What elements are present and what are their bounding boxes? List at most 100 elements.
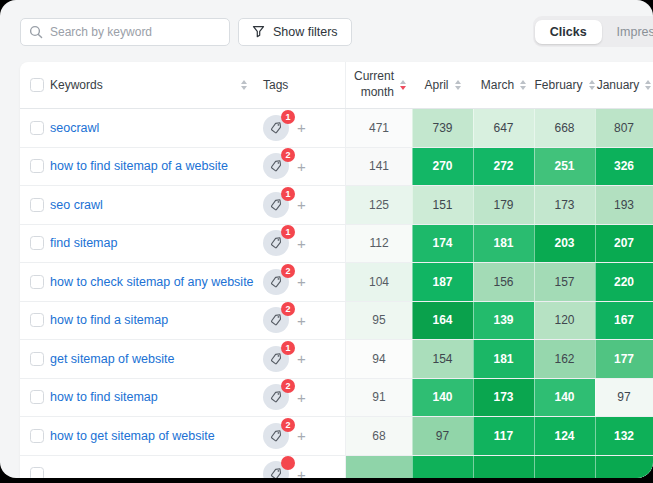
add-tag-button[interactable]: + [297,236,306,251]
month-cell: 207 [595,225,653,263]
month-cell: 179 [473,186,534,224]
row-checkbox-cell [20,456,50,479]
row-checkbox-cell [20,379,50,417]
keyword-link[interactable]: seo crawl [50,186,255,224]
row-checkbox[interactable] [30,313,44,327]
show-filters-button[interactable]: Show filters [238,18,352,46]
tags-cell: 1+ [255,109,345,147]
month-cell: 251 [534,148,595,186]
tag-button[interactable]: 2 [263,153,289,179]
current-month-cell: 104 [345,263,412,301]
month-cell: 739 [412,109,473,147]
toolbar: Show filters Clicks Impressions [0,0,653,47]
tag-button[interactable]: 1 [263,230,289,256]
keyword-link[interactable]: seocrawl [50,109,255,147]
month-cell: 140 [534,379,595,417]
tag-icon [269,275,283,289]
keyword-link[interactable]: get sitemap of website [50,340,255,378]
sort-current-month[interactable] [400,80,406,90]
row-checkbox-cell [20,263,50,301]
current-month-cell: 141 [345,148,412,186]
keyword-link[interactable] [50,456,255,479]
add-tag-button[interactable]: + [297,120,306,135]
search-icon [29,25,43,39]
tag-count-badge: 1 [281,341,295,355]
column-january: January [595,62,653,108]
row-checkbox[interactable] [30,352,44,366]
column-keywords: Keywords [50,62,255,108]
month-cell [473,456,534,479]
tag-button[interactable]: 2 [263,384,289,410]
add-tag-button[interactable]: + [297,313,306,328]
add-tag-button[interactable]: + [297,467,306,478]
month-cell: 647 [473,109,534,147]
month-cell: 156 [473,263,534,301]
tag-button[interactable]: 1 [263,192,289,218]
march-header-label: March [481,78,514,92]
tag-button[interactable]: 1 [263,115,289,141]
select-all-checkbox[interactable] [30,78,44,92]
tag-button[interactable]: 2 [263,307,289,333]
keyword-link[interactable]: how to check sitemap of any website [50,263,255,301]
toggle-impressions[interactable]: Impressions [602,20,653,44]
add-tag-button[interactable]: + [297,197,306,212]
toggle-clicks[interactable]: Clicks [535,20,602,44]
month-cell: 154 [412,340,473,378]
tag-count-badge: 2 [281,148,295,162]
add-tag-button[interactable]: + [297,351,306,366]
tag-button[interactable]: 2 [263,269,289,295]
tag-icon [269,236,283,250]
tag-count-badge: 1 [281,110,295,124]
table-row: + [20,456,653,479]
row-checkbox[interactable] [30,121,44,135]
tag-icon [269,390,283,404]
sort-march[interactable] [520,80,526,90]
current-month-cell: 94 [345,340,412,378]
month-cell: 97 [412,417,473,455]
month-cell: 157 [534,263,595,301]
tags-cell: 1+ [255,340,345,378]
table-row: seo crawl1+125151179173193 [20,186,653,225]
month-cell: 272 [473,148,534,186]
row-checkbox[interactable] [30,236,44,250]
tag-icon [269,121,283,135]
month-cell: 120 [534,302,595,340]
keyword-link[interactable]: how to find sitemap [50,379,255,417]
keyword-link[interactable]: find sitemap [50,225,255,263]
sort-january[interactable] [645,80,651,90]
add-tag-button[interactable]: + [297,428,306,443]
month-cell: 140 [412,379,473,417]
tags-cell: 2+ [255,379,345,417]
keyword-link[interactable]: how to get sitemap of website [50,417,255,455]
month-cell [534,456,595,479]
keyword-link[interactable]: how to find sitemap of a website [50,148,255,186]
sort-april[interactable] [455,80,461,90]
add-tag-button[interactable]: + [297,159,306,174]
row-checkbox[interactable] [30,467,44,478]
keyword-link[interactable]: how to find a sitemap [50,302,255,340]
search-input[interactable] [20,18,230,46]
sort-keywords[interactable] [241,80,247,90]
tag-button[interactable] [263,461,289,478]
row-checkbox[interactable] [30,275,44,289]
add-tag-button[interactable]: + [297,274,306,289]
row-checkbox[interactable] [30,198,44,212]
add-tag-button[interactable]: + [297,390,306,405]
sort-february[interactable] [589,80,595,90]
table-row: how to get sitemap of website2+689711712… [20,417,653,456]
month-cell: 173 [534,186,595,224]
keyword-search [20,18,230,46]
month-cell: 164 [412,302,473,340]
tag-count-badge [281,456,295,470]
tag-button[interactable]: 2 [263,423,289,449]
row-checkbox-cell [20,109,50,147]
month-cell [595,456,653,479]
month-cell: 173 [473,379,534,417]
table-row: how to find sitemap2+9114017314097 [20,379,653,418]
row-checkbox[interactable] [30,429,44,443]
month-cell: 162 [534,340,595,378]
row-checkbox[interactable] [30,390,44,404]
tag-button[interactable]: 1 [263,346,289,372]
month-cell: 187 [412,263,473,301]
row-checkbox[interactable] [30,159,44,173]
